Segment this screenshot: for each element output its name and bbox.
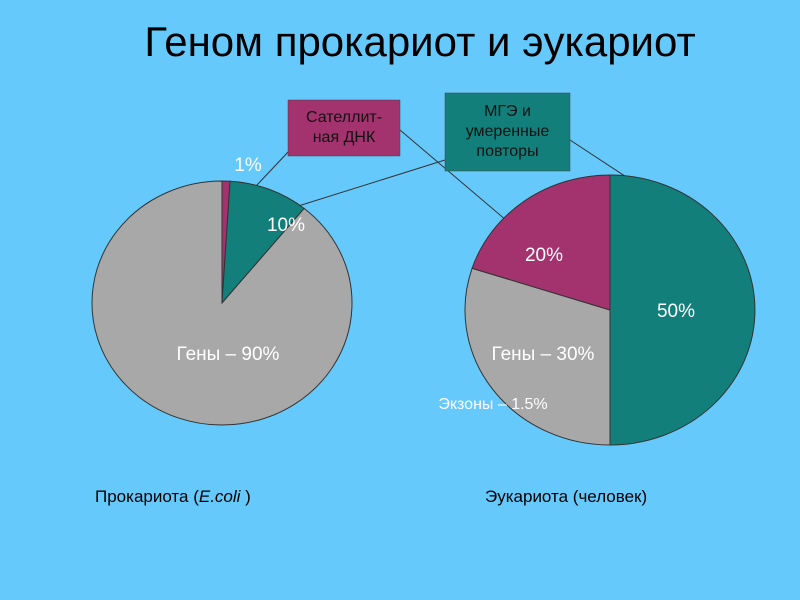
pie-slice: [221, 180, 305, 305]
slice-label: Гены – 30%: [492, 344, 595, 365]
pie-slice: [471, 174, 611, 311]
caption-part: Эукариота (человек): [485, 487, 647, 506]
caption-part: E.coli: [199, 487, 242, 506]
caption-part: Прокариота (: [95, 487, 199, 506]
slice-label: 10%: [267, 215, 305, 236]
annotation: Экзоны – 1.5%: [438, 396, 547, 413]
slide-title: Геном прокариот и эукариот: [144, 18, 695, 65]
legend-text: МГЭ и: [484, 103, 531, 120]
slice-label: 1%: [234, 155, 262, 176]
pie-caption: Эукариота (человек): [485, 487, 647, 506]
legend-box: [444, 92, 571, 172]
legend-text: Сателлит-: [306, 109, 382, 126]
legend-text: умеренные: [466, 123, 550, 140]
pie-slice: [91, 180, 353, 426]
slice-label: 50%: [657, 301, 695, 322]
pie-slice: [609, 174, 756, 446]
slice-label: 20%: [525, 245, 563, 266]
legend-box: [287, 99, 401, 157]
legend-text: повторы: [476, 143, 538, 160]
slice-label: Гены – 90%: [177, 344, 280, 365]
legend-text: ная ДНК: [313, 129, 376, 146]
caption-part: ): [240, 487, 250, 506]
pie-caption: Прокариота (E.coli ): [95, 487, 251, 506]
pie-slice: [464, 267, 611, 446]
